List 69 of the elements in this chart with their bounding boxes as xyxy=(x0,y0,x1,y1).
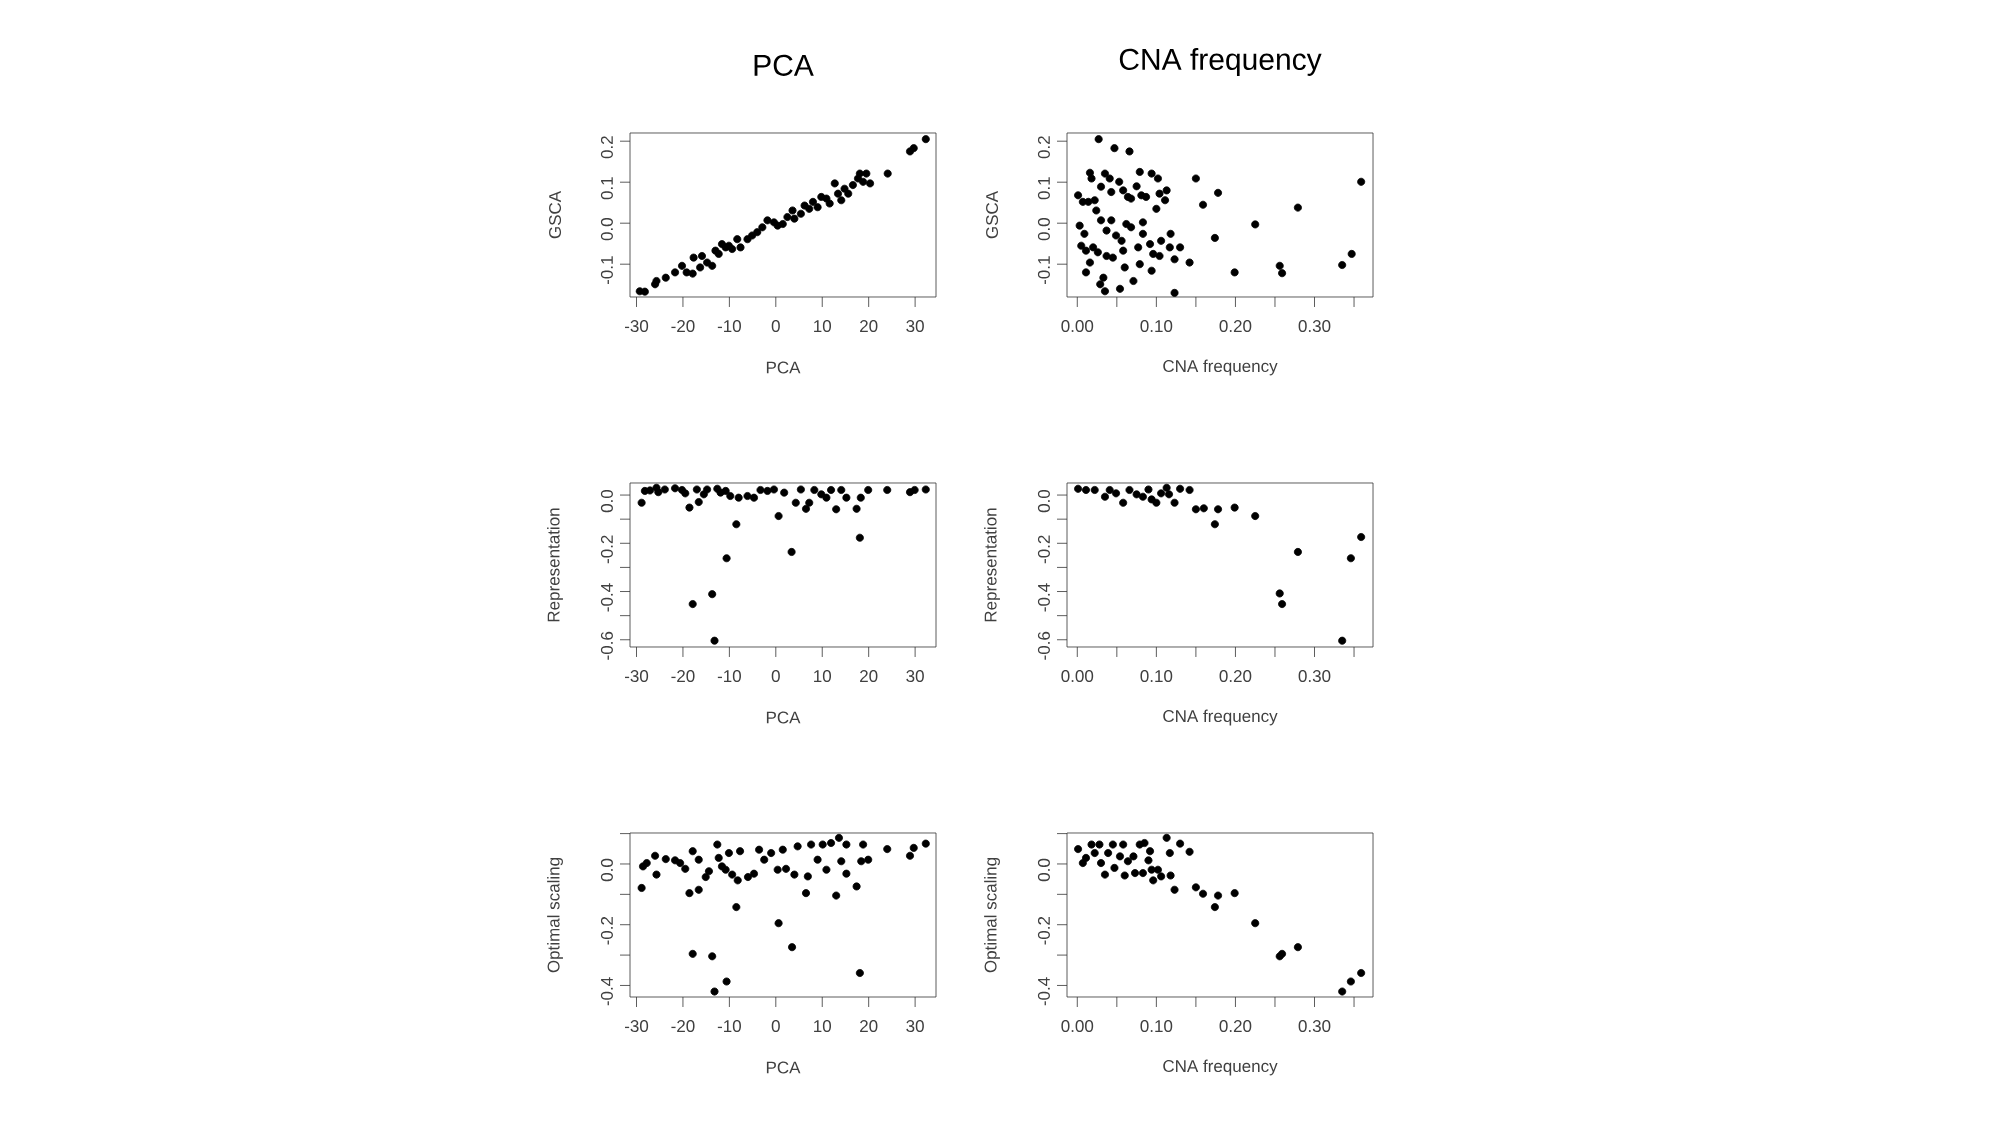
x-tick-label: 0.20 xyxy=(1219,1020,1252,1033)
x-tick-label: 30 xyxy=(906,670,924,683)
y-tick-label: 0.0 xyxy=(600,218,613,241)
x-tick-label: 0.10 xyxy=(1140,1020,1173,1033)
y-tick-label: -0.2 xyxy=(1037,916,1050,945)
y-axis-title: Representation xyxy=(547,508,563,622)
x-tick-label: -30 xyxy=(624,1020,649,1033)
y-tick-label: 0.0 xyxy=(1037,858,1050,882)
x-tick-label: 30 xyxy=(906,320,924,333)
chart-title: CNA frequency xyxy=(1119,47,1322,76)
x-tick-label: 10 xyxy=(814,320,832,333)
y-tick-label: -0.2 xyxy=(600,916,613,945)
x-tick-label: 0 xyxy=(771,670,780,683)
y-tick-label: 0.0 xyxy=(600,489,613,513)
x-tick-label: 0.00 xyxy=(1061,1020,1094,1033)
x-tick-label: -30 xyxy=(624,670,649,683)
y-tick-label: 0.1 xyxy=(1037,177,1050,200)
y-tick-label: -0.2 xyxy=(1037,535,1050,564)
chart-title: PCA xyxy=(754,54,814,76)
x-tick-label: 0.20 xyxy=(1219,670,1252,683)
x-tick-label: 30 xyxy=(906,1020,924,1033)
y-tick-label: 0.0 xyxy=(1037,489,1050,513)
y-tick-label: 0.1 xyxy=(600,177,613,200)
x-tick-label: 10 xyxy=(814,1020,832,1033)
y-axis-title: Optimal scaling xyxy=(547,858,563,973)
x-axis-title: CNA frequency xyxy=(1163,1059,1278,1076)
x-tick-label: 20 xyxy=(860,1020,878,1033)
y-tick-label: -0.1 xyxy=(600,256,613,285)
y-axis-title: Representation xyxy=(984,508,1000,622)
y-tick-label: -0.6 xyxy=(1037,631,1050,660)
x-tick-label: 0 xyxy=(771,320,780,333)
y-tick-label: -0.4 xyxy=(600,977,613,1006)
x-tick-label: -10 xyxy=(717,320,741,333)
y-axis-title: Optimal scaling xyxy=(984,858,1000,973)
x-tick-label: 0.10 xyxy=(1140,670,1173,683)
y-tick-label: -0.6 xyxy=(600,631,613,660)
x-tick-label: 20 xyxy=(860,320,878,333)
x-tick-label: 0.00 xyxy=(1061,670,1094,683)
y-tick-label: -0.4 xyxy=(1037,977,1050,1006)
y-tick-label: 0.2 xyxy=(600,136,613,159)
x-tick-label: 0.10 xyxy=(1140,320,1173,333)
x-tick-label: 0.00 xyxy=(1061,320,1094,333)
y-tick-label: 0.0 xyxy=(600,858,613,882)
y-tick-label: -0.1 xyxy=(1037,256,1050,285)
x-tick-label: -20 xyxy=(671,670,695,683)
x-tick-label: 0.20 xyxy=(1219,320,1252,333)
x-axis-title: CNA frequency xyxy=(1163,359,1278,376)
x-tick-label: 0.30 xyxy=(1298,670,1331,683)
x-tick-label: -20 xyxy=(671,1020,695,1033)
y-tick-label: 0.2 xyxy=(1037,136,1050,159)
y-axis-title: GSCA xyxy=(549,190,562,239)
x-tick-label: 0.30 xyxy=(1298,320,1331,333)
x-axis-title: PCA xyxy=(766,361,801,374)
x-axis-title: PCA xyxy=(766,711,801,724)
x-tick-label: -10 xyxy=(717,1020,741,1033)
y-tick-label: -0.4 xyxy=(1037,583,1050,612)
x-axis-title: PCA xyxy=(766,1061,801,1074)
x-axis-title: CNA frequency xyxy=(1163,709,1278,726)
x-tick-label: -10 xyxy=(717,670,741,683)
y-tick-label: 0.0 xyxy=(1037,218,1050,241)
x-tick-label: 10 xyxy=(814,670,832,683)
y-tick-label: -0.2 xyxy=(600,535,613,564)
y-axis-title: GSCA xyxy=(986,190,999,239)
x-tick-label: -20 xyxy=(671,320,695,333)
x-tick-label: 0.30 xyxy=(1298,1020,1331,1033)
y-tick-label: -0.4 xyxy=(600,583,613,612)
x-tick-label: 20 xyxy=(860,670,878,683)
x-tick-label: -30 xyxy=(624,320,649,333)
x-tick-label: 0 xyxy=(771,1020,780,1033)
